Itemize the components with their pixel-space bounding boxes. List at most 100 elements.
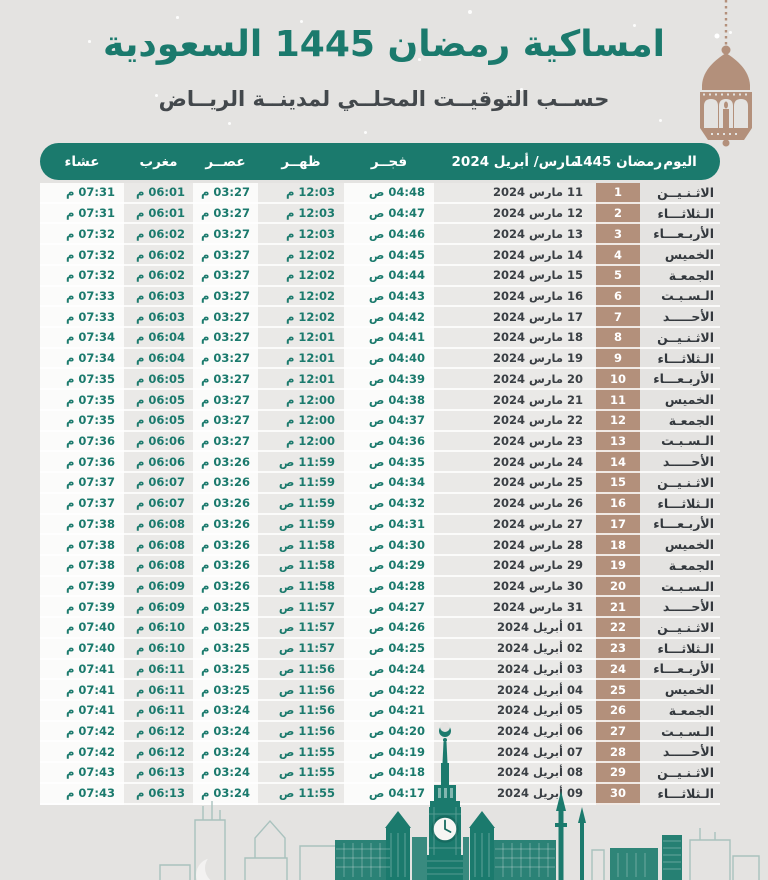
- poster-subtitle: حســب التوقيــت المحلــي لمدينــة الريــ…: [158, 87, 610, 111]
- table-row: الـثلاثـــاء 23 02 أبريل 2024 04:25 ص 11:57 …: [40, 638, 720, 660]
- fajr-cell: 04:20 ص: [344, 721, 434, 743]
- isha-cell: 07:31 م: [40, 183, 124, 204]
- maghrib-cell: 06:08 م: [124, 514, 193, 536]
- day-cell: الأحـــــد: [640, 307, 720, 329]
- fajr-cell: 04:35 ص: [344, 452, 434, 474]
- column-header-ramadan: رمضان 1445: [573, 153, 663, 170]
- day-cell: الجمعـة: [640, 556, 720, 577]
- maghrib-cell: 06:01 م: [124, 183, 193, 204]
- dhuhr-cell: 11:56 ص: [258, 680, 344, 701]
- date-cell: 06 أبريل 2024: [434, 721, 596, 743]
- day-cell: الجمعـة: [640, 701, 720, 722]
- poster-title: امساكية رمضان 1445 السعودية: [103, 24, 666, 65]
- maghrib-cell: 06:03 م: [124, 307, 193, 329]
- fajr-cell: 04:36 ص: [344, 431, 434, 453]
- day-cell: الخميس: [640, 535, 720, 556]
- day-cell: الاثـنـيــن: [640, 328, 720, 349]
- ramadan-cell: 25: [596, 680, 640, 701]
- isha-cell: 07:37 م: [40, 493, 124, 515]
- fajr-cell: 04:38 ص: [344, 390, 434, 411]
- asr-cell: 03:24 م: [193, 700, 258, 722]
- ramadan-cell: 13: [596, 431, 640, 453]
- asr-cell: 03:27 م: [193, 265, 258, 287]
- table-body: الاثـنـيــن 1 11 مارس 2024 04:48 ص 12:03 م 03…: [40, 183, 720, 805]
- table-row: الـثلاثـــاء 16 26 مارس 2024 04:32 ص 11:59 ص…: [40, 493, 720, 515]
- asr-cell: 03:27 م: [193, 369, 258, 391]
- ramadan-cell: 4: [596, 245, 640, 266]
- decor-dot: [364, 131, 367, 134]
- ramadan-cell: 12: [596, 410, 640, 432]
- maghrib-cell: 06:01 م: [124, 203, 193, 225]
- dhuhr-cell: 11:56 ص: [258, 659, 344, 681]
- date-cell: 12 مارس 2024: [434, 203, 596, 225]
- maghrib-cell: 06:12 م: [124, 721, 193, 743]
- dhuhr-cell: 12:02 م: [258, 286, 344, 308]
- table-row: الأربـعـــاء 17 27 مارس 2024 04:31 ص 11:59 ص…: [40, 514, 720, 536]
- fajr-cell: 04:47 ص: [344, 203, 434, 225]
- asr-cell: 03:27 م: [193, 410, 258, 432]
- maghrib-cell: 06:11 م: [124, 680, 193, 701]
- asr-cell: 03:27 م: [193, 286, 258, 308]
- table-row: الخميس 25 04 أبريل 2024 04:22 ص 11:56 ص 03:25…: [40, 680, 720, 701]
- maghrib-cell: 06:08 م: [124, 555, 193, 577]
- ramadan-cell: 15: [596, 473, 640, 494]
- isha-cell: 07:35 م: [40, 369, 124, 391]
- column-header-asr: عصــر: [205, 153, 246, 170]
- table-row: الأحـــــد 21 31 مارس 2024 04:27 ص 11:57 ص 03…: [40, 597, 720, 619]
- maghrib-cell: 06:05 م: [124, 369, 193, 391]
- fajr-cell: 04:26 ص: [344, 618, 434, 639]
- day-cell: الـثلاثـــاء: [640, 204, 720, 225]
- maghrib-cell: 06:08 م: [124, 535, 193, 556]
- table-row: الاثـنـيــن 29 08 أبريل 2024 04:18 ص 11:55 ص…: [40, 763, 720, 784]
- fajr-cell: 04:43 ص: [344, 286, 434, 308]
- dhuhr-cell: 11:59 ص: [258, 452, 344, 474]
- date-cell: 17 مارس 2024: [434, 307, 596, 329]
- outline-buildings: [159, 801, 760, 880]
- date-cell: 02 أبريل 2024: [434, 638, 596, 660]
- ramadan-cell: 27: [596, 721, 640, 743]
- table-row: الأحـــــد 14 24 مارس 2024 04:35 ص 11:59 ص 03…: [40, 452, 720, 474]
- column-header-maghrib: مغرب: [139, 153, 178, 170]
- table-row: الاثـنـيــن 8 18 مارس 2024 04:41 ص 12:01 م 03…: [40, 328, 720, 349]
- asr-cell: 03:27 م: [193, 328, 258, 349]
- day-cell: الـسـبـت: [640, 577, 720, 598]
- fajr-cell: 04:46 ص: [344, 224, 434, 246]
- date-cell: 30 مارس 2024: [434, 576, 596, 598]
- table-row: الـثلاثـــاء 30 09 أبريل 2024 04:17 ص 11:55 …: [40, 783, 720, 805]
- day-cell: الاثـنـيــن: [640, 473, 720, 494]
- dhuhr-cell: 11:58 ص: [258, 535, 344, 556]
- dhuhr-cell: 12:02 م: [258, 265, 344, 287]
- dhuhr-cell: 11:58 ص: [258, 576, 344, 598]
- ramadan-cell: 23: [596, 638, 640, 660]
- maghrib-cell: 06:09 م: [124, 576, 193, 598]
- dhuhr-cell: 12:02 م: [258, 307, 344, 329]
- decor-dot: [228, 122, 231, 125]
- maghrib-cell: 06:05 م: [124, 390, 193, 411]
- dhuhr-cell: 12:01 م: [258, 328, 344, 349]
- date-cell: 29 مارس 2024: [434, 555, 596, 577]
- dhuhr-cell: 11:56 ص: [258, 721, 344, 743]
- day-cell: الجمعـة: [640, 411, 720, 432]
- decor-dot: [300, 20, 303, 23]
- isha-cell: 07:32 م: [40, 224, 124, 246]
- fajr-cell: 04:17 ص: [344, 783, 434, 805]
- ramadan-cell: 21: [596, 597, 640, 619]
- ramadan-cell: 18: [596, 535, 640, 556]
- day-cell: الـثلاثـــاء: [640, 639, 720, 660]
- ramadan-cell: 8: [596, 328, 640, 349]
- table-row: الجمعـة 19 29 مارس 2024 04:29 ص 11:58 ص 03:26…: [40, 555, 720, 577]
- fajr-cell: 04:28 ص: [344, 576, 434, 598]
- isha-cell: 07:35 م: [40, 390, 124, 411]
- maghrib-cell: 06:02 م: [124, 224, 193, 246]
- fajr-cell: 04:25 ص: [344, 638, 434, 660]
- date-cell: 05 أبريل 2024: [434, 700, 596, 722]
- asr-cell: 03:24 م: [193, 721, 258, 743]
- table-row: الـسـبـت 6 16 مارس 2024 04:43 ص 12:02 م 03:27…: [40, 286, 720, 308]
- day-cell: الخميس: [640, 245, 720, 266]
- isha-cell: 07:41 م: [40, 659, 124, 681]
- day-cell: الـسـبـت: [640, 722, 720, 743]
- day-cell: الـثلاثـــاء: [640, 494, 720, 515]
- table-row: الجمعـة 5 15 مارس 2024 04:44 ص 12:02 م 03:27 …: [40, 265, 720, 287]
- date-cell: 04 أبريل 2024: [434, 680, 596, 701]
